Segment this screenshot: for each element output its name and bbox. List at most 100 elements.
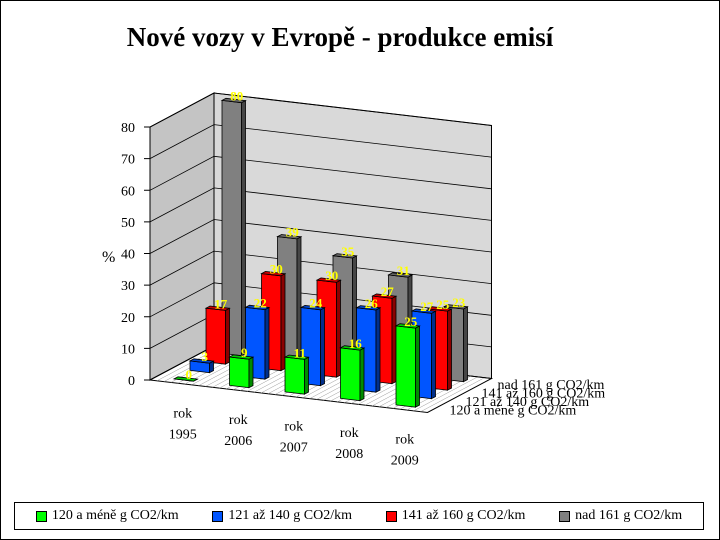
chart-title: Nové vozy v Evropě - produkce emisí: [126, 22, 554, 52]
depth-axis-label: 141 až 160 g CO2/km: [482, 386, 606, 401]
data-label: 0: [186, 367, 193, 382]
bar-side: [463, 306, 468, 383]
category-label-line: rok: [284, 419, 303, 434]
floor-hatch-line: [420, 377, 485, 412]
legend-item: nad 161 g CO2/km: [559, 508, 682, 524]
data-label: 16: [349, 336, 363, 351]
category-label-line: 2007: [280, 440, 308, 455]
legend-swatch: [212, 510, 224, 522]
bar: [228, 354, 255, 389]
data-label: 30: [270, 262, 283, 277]
bar-top: [228, 354, 255, 360]
gridline: [149, 219, 492, 254]
data-label: 30: [325, 268, 338, 283]
y-tick-label: 50: [121, 216, 135, 231]
legend-label: 141 až 160 g CO2/km: [401, 508, 526, 523]
legend-swatch: [559, 510, 571, 522]
y-tick-label: 60: [121, 184, 135, 199]
category-label-line: 2009: [391, 453, 419, 468]
data-label: 3: [202, 349, 209, 364]
bar-front: [284, 356, 305, 395]
y-tick-label: 70: [121, 153, 135, 168]
bar-top: [188, 358, 215, 364]
category-label-line: rok: [340, 426, 359, 441]
bar: [172, 376, 199, 382]
category-label-line: rok: [395, 432, 414, 447]
depth-axis-label: 120 a méně g CO2/km: [450, 403, 577, 418]
bar-top: [172, 376, 199, 382]
gridline: [149, 92, 492, 128]
bar-top: [220, 97, 247, 104]
bar-side: [248, 356, 254, 389]
bar: [204, 305, 231, 365]
category-label: rok 2009: [391, 432, 419, 468]
data-label: 22: [254, 295, 267, 310]
bar: [220, 97, 247, 357]
bar-side: [391, 295, 397, 385]
legend-item: 120 a méně g CO2/km: [35, 508, 179, 524]
category-label-line: 2008: [335, 447, 363, 462]
bar: [394, 323, 421, 408]
data-label: 11: [294, 345, 306, 360]
bar-side: [336, 279, 341, 378]
legend-label: 120 a méně g CO2/km: [51, 508, 179, 523]
data-label: 23: [452, 295, 466, 310]
floor-hatch-line: [413, 376, 478, 412]
bar-side: [375, 307, 381, 393]
bar-top: [387, 272, 414, 278]
data-label: 31: [397, 263, 410, 278]
bar-top: [371, 293, 398, 299]
data-label: 9: [241, 345, 248, 360]
category-label-line: 1995: [169, 427, 197, 442]
bar-side: [304, 356, 309, 395]
depth-axis-label: nad 161 g CO2/km: [498, 378, 605, 393]
data-label: 39: [286, 225, 300, 240]
bar: [339, 345, 366, 402]
y-tick-label: 40: [121, 248, 135, 263]
data-label: 26: [365, 296, 379, 311]
category-label: rok 2007: [280, 419, 308, 455]
bar-top: [355, 305, 382, 311]
data-label: 17: [214, 296, 228, 311]
legend-item: 141 až 160 g CO2/km: [385, 508, 526, 524]
category-label: rok 2008: [335, 426, 363, 462]
bar: [283, 354, 310, 395]
y-tick-label: 10: [121, 342, 135, 357]
bar-top: [426, 306, 453, 312]
bar-front: [229, 356, 250, 389]
bar-top: [315, 277, 342, 283]
category-label-line: 2006: [224, 434, 252, 449]
y-tick-label: 80: [121, 121, 135, 136]
bar-top: [283, 354, 310, 360]
category-label-line: rok: [173, 406, 192, 421]
legend-swatch: [385, 510, 397, 522]
legend-item: 121 až 140 g CO2/km: [212, 508, 352, 524]
data-label: 27: [381, 284, 395, 299]
bar-top: [299, 304, 326, 311]
legend-label: 121 až 140 g CO2/km: [228, 508, 353, 523]
data-label: 25: [436, 297, 450, 312]
data-label: 25: [404, 314, 418, 329]
bar-side: [296, 236, 302, 363]
bar-side: [225, 307, 230, 365]
bar-side: [264, 306, 270, 380]
bar-top: [204, 305, 231, 311]
bar-front: [395, 325, 416, 408]
bar-top: [339, 345, 366, 351]
bar-front: [205, 307, 226, 365]
data-label: 80: [230, 89, 243, 104]
y-tick-label: 0: [128, 374, 135, 389]
data-label: 35: [341, 244, 355, 259]
bar-top: [394, 323, 421, 329]
legend-swatch: [35, 510, 47, 522]
bar-top: [410, 308, 437, 314]
bar-side: [359, 347, 365, 402]
data-label: 24: [309, 296, 323, 311]
bar-top: [442, 304, 469, 310]
category-label: rok 2006: [224, 413, 252, 449]
bar-side: [241, 99, 246, 357]
chart-legend: 120 a méně g CO2/km 121 až 140 g CO2/km 14…: [14, 502, 704, 530]
bar-side: [280, 273, 286, 372]
bar-top: [260, 270, 287, 277]
